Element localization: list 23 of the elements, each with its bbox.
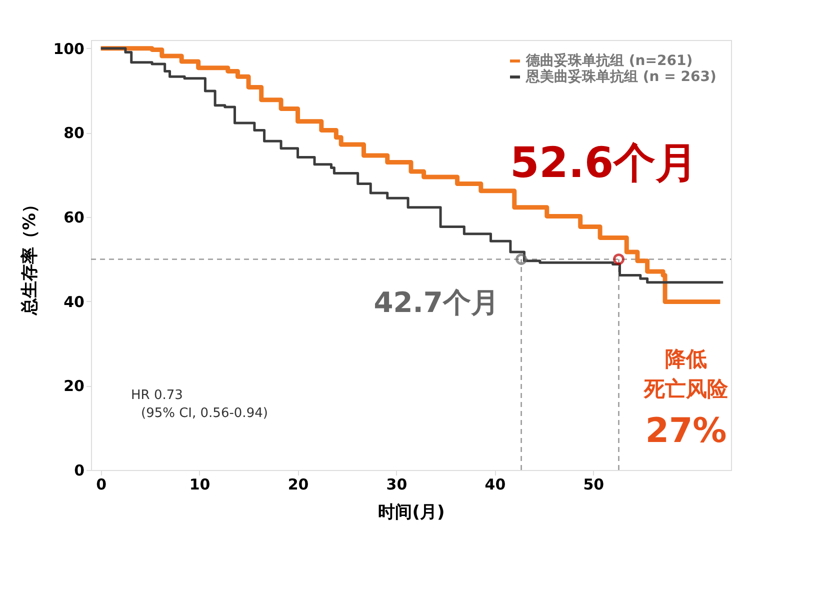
y-tick-label: 20 [64,377,84,396]
x-tick-label: 0 [96,476,107,494]
y-tick-label: 100 [53,40,84,58]
x-axis-title: 时间(月) [378,502,445,522]
legend-label: 德曲妥珠单抗组 (n=261) [525,52,693,69]
y-axis-title: 总生存率（%） [20,196,40,316]
x-tick-label: 30 [386,476,408,494]
annotation: HR 0.73 [131,388,183,403]
annotation: 42.7个月 [374,286,499,320]
annotation: 52.6个月 [510,138,698,188]
legend-label: 恩美曲妥珠单抗组 (n = 263) [525,68,716,85]
y-tick-label: 40 [64,292,84,311]
x-tick-label: 20 [288,476,309,494]
annotation: 降低 [665,347,707,371]
y-tick-label: 60 [64,208,84,227]
annotation: (95% CI, 0.56-0.94) [141,406,268,421]
x-tick-label: 40 [484,476,506,494]
x-tick-label: 50 [583,476,604,494]
y-tick-label: 80 [64,124,84,142]
annotation: 死亡风险 [643,377,729,401]
y-tick-label: 0 [74,462,84,480]
annotation: 27% [645,411,727,451]
x-tick-label: 10 [189,476,210,494]
